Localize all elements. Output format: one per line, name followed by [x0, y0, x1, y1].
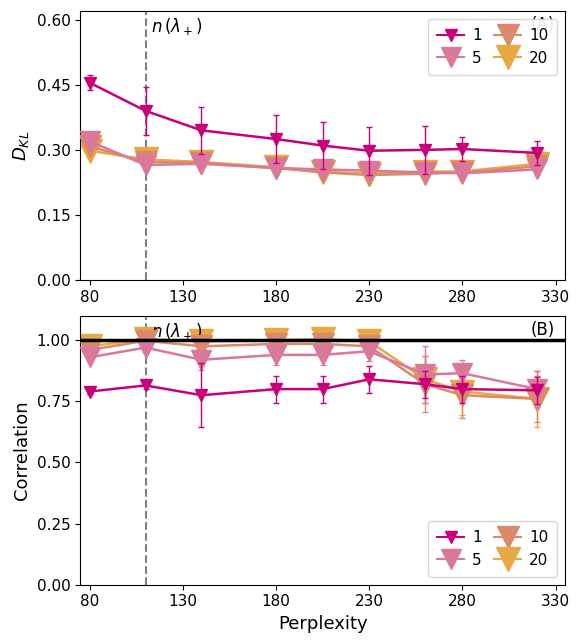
Text: (A): (A) [531, 17, 555, 35]
Y-axis label: Correlation: Correlation [13, 401, 31, 500]
Legend: 1, 5, 10, 20: 1, 5, 10, 20 [428, 19, 558, 75]
Y-axis label: $D_{KL}$: $D_{KL}$ [11, 130, 31, 161]
Text: $n\,(\lambda_+)$: $n\,(\lambda_+)$ [151, 17, 203, 37]
Text: (B): (B) [531, 321, 555, 339]
X-axis label: Perplexity: Perplexity [278, 615, 367, 633]
Legend: 1, 5, 10, 20: 1, 5, 10, 20 [428, 521, 558, 577]
Text: $n\,(\lambda_+)$: $n\,(\lambda_+)$ [151, 321, 203, 342]
